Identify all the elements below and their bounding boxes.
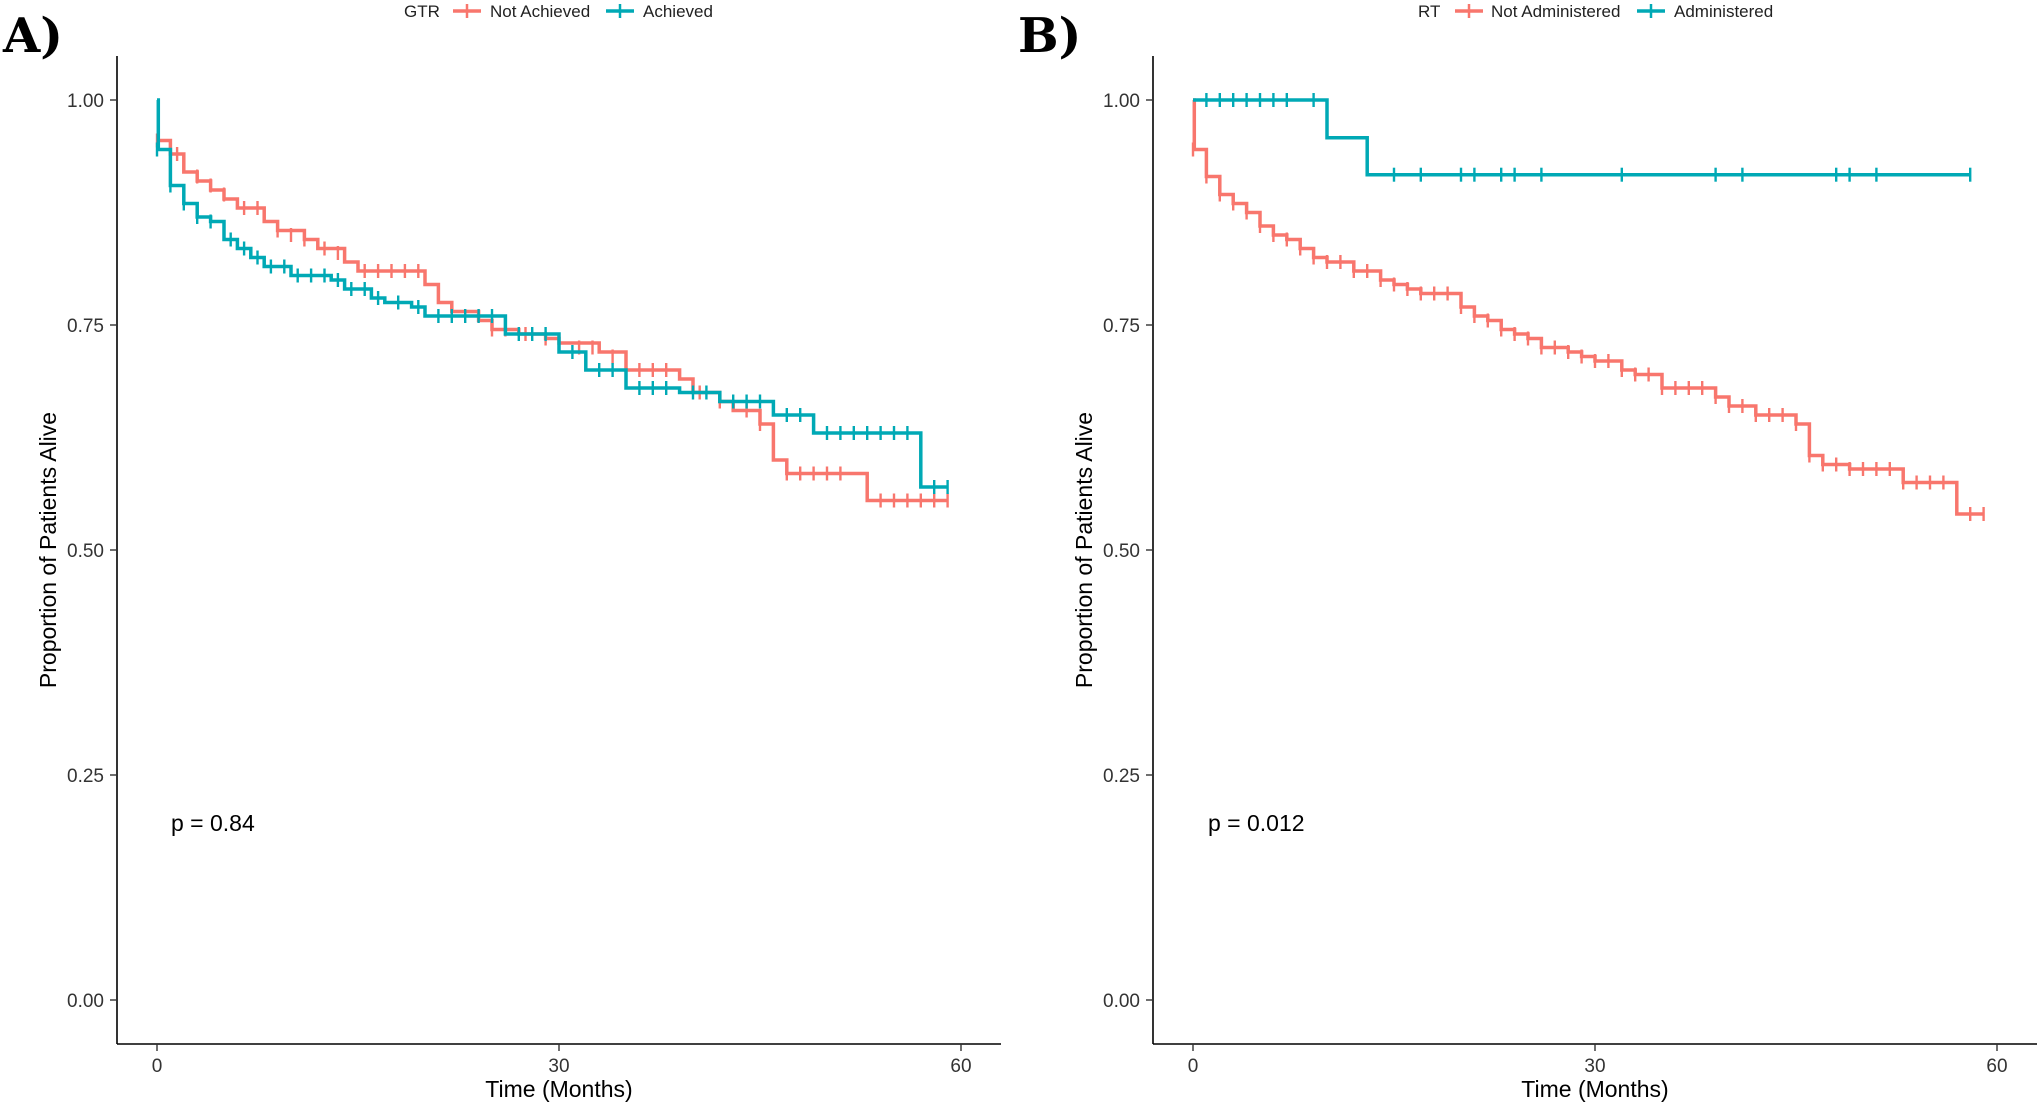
p-value: p = 0.012 [1208,810,1305,836]
x-tick-label: 0 [152,1056,163,1077]
y-tick-2: 0.50 [1103,541,1153,562]
x-axis-title: Time (Months) [485,1076,632,1102]
legend-title: RT [1418,2,1440,21]
y-tick-label: 0.50 [1103,541,1140,562]
y-tick-0: 0.00 [1103,991,1153,1012]
panel-a-legend: GTR Not Achieved Achieved [404,2,713,21]
y-tick-0: 0.00 [67,991,117,1012]
y-tick-1: 0.25 [1103,766,1153,787]
x-tick-label: 60 [950,1056,971,1077]
survival-curve-not-achieved [157,138,948,503]
y-tick-1: 0.25 [67,766,117,787]
panel-b-plot-area [1191,93,1985,521]
legend-label-administered: Administered [1674,2,1773,21]
y-tick-label: 0.25 [1103,766,1140,787]
panel-a: A) GTR Not Achieved Achieved 0.00 0.25 0… [2,2,1001,1102]
y-tick-4: 1.00 [1103,91,1153,112]
y-tick-label: 0.75 [67,316,104,337]
survival-curve-administered [1193,98,1971,177]
x-tick-label: 60 [1986,1056,2007,1077]
legend-label-achieved: Achieved [643,2,713,21]
x-tick-2: 60 [950,1044,972,1077]
p-value: p = 0.84 [171,810,255,836]
y-tick-label: 0.00 [1103,991,1140,1012]
y-tick-4: 1.00 [67,91,117,112]
panel-a-plot-area [155,98,949,508]
y-tick-3: 0.75 [67,316,117,337]
panel-b-legend: RT Not Administered Administered [1418,2,1773,21]
y-tick-label: 0.00 [67,991,104,1012]
y-tick-label: 1.00 [1103,91,1140,112]
x-tick-label: 30 [1584,1056,1605,1077]
x-tick-label: 30 [548,1056,569,1077]
legend-title: GTR [404,2,440,21]
legend-label-not-administered: Not Administered [1491,2,1620,21]
y-axis-title: Proportion of Patients Alive [1071,412,1097,688]
x-tick-label: 0 [1188,1056,1199,1077]
legend-label-not-achieved: Not Achieved [490,2,590,21]
x-tick-1: 30 [1584,1044,1606,1077]
y-tick-3: 0.75 [1103,316,1153,337]
x-tick-2: 60 [1986,1044,2008,1077]
y-axis-title: Proportion of Patients Alive [35,412,61,688]
panel-b-label: B) [1018,8,1081,64]
y-tick-label: 0.50 [67,541,104,562]
x-tick-0: 0 [1188,1044,1199,1077]
survival-curve-achieved [156,98,948,489]
y-tick-label: 1.00 [67,91,104,112]
y-tick-label: 0.25 [67,766,104,787]
panel-b: B) RT Not Administered Administered 0.00… [1018,2,2037,1102]
survival-curve-not-administered [1192,98,1984,516]
x-axis-title: Time (Months) [1521,1076,1668,1102]
y-tick-2: 0.50 [67,541,117,562]
y-tick-label: 0.75 [1103,316,1140,337]
x-tick-1: 30 [548,1044,570,1077]
x-tick-0: 0 [152,1044,163,1077]
panel-a-label: A) [2,8,63,64]
